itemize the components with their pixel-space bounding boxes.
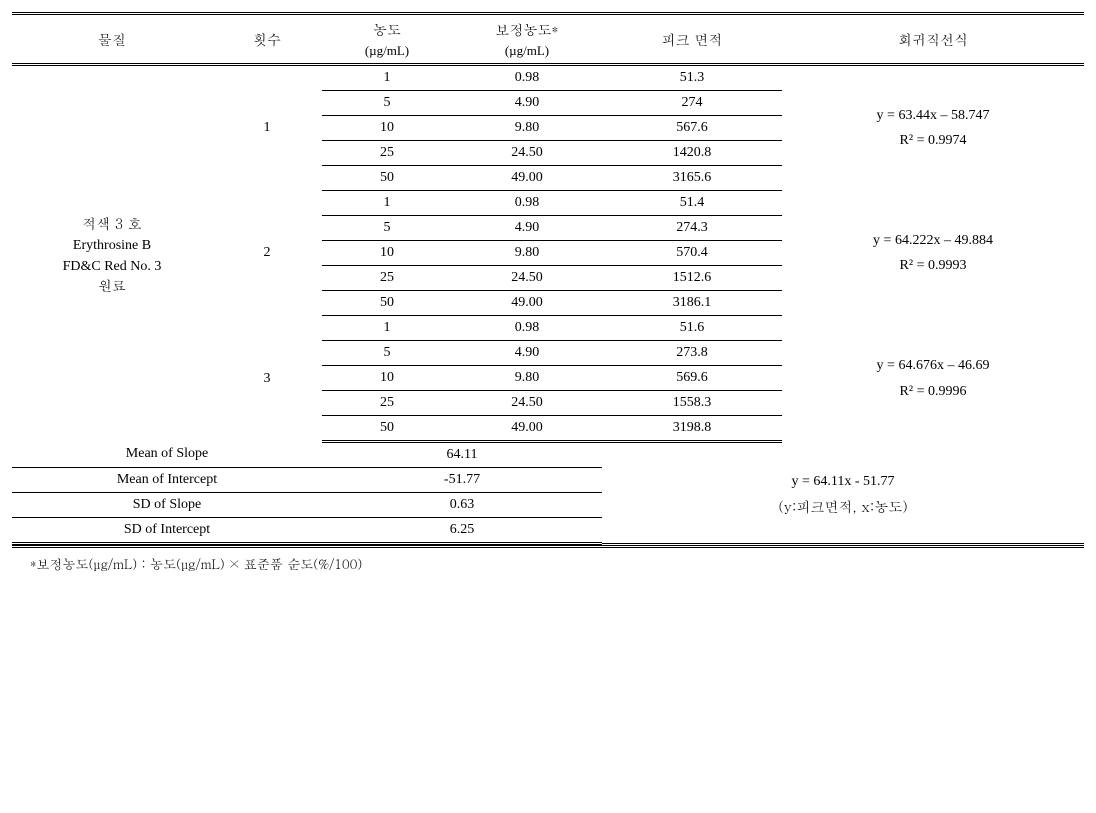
corr-cell: 24.50 <box>452 391 602 416</box>
corr-cell: 4.90 <box>452 341 602 366</box>
border-cell <box>602 544 1084 547</box>
corr-cell: 49.00 <box>452 166 602 191</box>
summary-value: 0.63 <box>322 493 602 518</box>
peak-cell: 570.4 <box>602 241 782 266</box>
conc-cell: 1 <box>322 191 452 216</box>
corr-cell: 0.98 <box>452 191 602 216</box>
corr-cell: 0.98 <box>452 316 602 341</box>
conc-cell: 10 <box>322 241 452 266</box>
conc-cell: 10 <box>322 366 452 391</box>
summary-eqn-line2: (y:피크면적, x:농도) <box>778 496 907 516</box>
conc-cell: 50 <box>322 166 452 191</box>
corr-cell: 9.80 <box>452 366 602 391</box>
summary-value: 64.11 <box>322 442 602 468</box>
summary-eqn-line1: y = 64.11x - 51.77 <box>791 474 894 489</box>
summary-value: 6.25 <box>322 518 602 544</box>
peak-cell: 3165.6 <box>602 166 782 191</box>
peak-cell: 273.8 <box>602 341 782 366</box>
peak-cell: 1512.6 <box>602 266 782 291</box>
conc-cell: 5 <box>322 216 452 241</box>
table-row: 적색 3 호 Erythrosine B FD&C Red No. 3 원료 1… <box>12 65 1084 91</box>
trial-cell: 2 <box>212 191 322 316</box>
table-container: 물질 횟수 농도 (µg/mL) 보정농도* (µg/mL) 피크 면적 회귀직… <box>12 12 1084 573</box>
conc-cell: 10 <box>322 116 452 141</box>
peak-cell: 567.6 <box>602 116 782 141</box>
peak-cell: 1558.3 <box>602 391 782 416</box>
corr-cell: 9.80 <box>452 116 602 141</box>
hdr-conc-unit: (µg/mL) <box>365 43 409 58</box>
hdr-material: 물질 <box>12 14 212 65</box>
hdr-conc: 농도 (µg/mL) <box>322 14 452 65</box>
hdr-corr-unit: (µg/mL) <box>505 43 549 58</box>
corr-cell: 9.80 <box>452 241 602 266</box>
summary-label: SD of Intercept <box>12 518 322 544</box>
material-line4: 원료 <box>98 275 126 295</box>
regression-cell: y = 64.676x – 46.69 R² = 0.9996 <box>782 316 1084 442</box>
border-cell <box>12 544 602 547</box>
hdr-corr-label: 보정농도* <box>496 19 559 39</box>
peak-cell: 274 <box>602 91 782 116</box>
summary-equation: y = 64.11x - 51.77 (y:피크면적, x:농도) <box>602 442 1084 544</box>
peak-cell: 51.6 <box>602 316 782 341</box>
corr-cell: 0.98 <box>452 65 602 91</box>
summary-row: Mean of Slope 64.11 y = 64.11x - 51.77 (… <box>12 442 1084 468</box>
conc-cell: 25 <box>322 391 452 416</box>
regression-cell: y = 63.44x – 58.747 R² = 0.9974 <box>782 65 1084 191</box>
trial-cell: 3 <box>212 316 322 442</box>
trial-cell: 1 <box>212 65 322 191</box>
conc-cell: 25 <box>322 141 452 166</box>
regr-r2: R² = 0.9996 <box>900 384 967 399</box>
summary-bottom-border <box>12 544 1084 547</box>
corr-cell: 4.90 <box>452 216 602 241</box>
corr-cell: 24.50 <box>452 141 602 166</box>
conc-cell: 25 <box>322 266 452 291</box>
material-line2: Erythrosine B <box>73 238 151 253</box>
hdr-regr: 회귀직선식 <box>782 14 1084 65</box>
conc-cell: 50 <box>322 291 452 316</box>
regression-cell: y = 64.222x – 49.884 R² = 0.9993 <box>782 191 1084 316</box>
material-line3: FD&C Red No. 3 <box>63 259 162 274</box>
peak-cell: 3186.1 <box>602 291 782 316</box>
regr-eqn: y = 64.676x – 46.69 <box>877 358 990 373</box>
peak-cell: 274.3 <box>602 216 782 241</box>
peak-cell: 3198.8 <box>602 416 782 442</box>
regr-r2: R² = 0.9993 <box>900 258 967 273</box>
summary-label: Mean of Slope <box>12 442 322 468</box>
corr-cell: 4.90 <box>452 91 602 116</box>
summary-label: SD of Slope <box>12 493 322 518</box>
summary-label: Mean of Intercept <box>12 468 322 493</box>
peak-cell: 51.3 <box>602 65 782 91</box>
conc-cell: 5 <box>322 91 452 116</box>
regr-eqn: y = 64.222x – 49.884 <box>873 233 993 248</box>
hdr-trial: 횟수 <box>212 14 322 65</box>
corr-cell: 24.50 <box>452 266 602 291</box>
table-header-row: 물질 횟수 농도 (µg/mL) 보정농도* (µg/mL) 피크 면적 회귀직… <box>12 14 1084 65</box>
footnote: *보정농도(µg/mL) : 농도(µg/mL) × 표준품 순도(%/100) <box>12 548 1084 573</box>
conc-cell: 5 <box>322 341 452 366</box>
corr-cell: 49.00 <box>452 291 602 316</box>
hdr-peak: 피크 면적 <box>602 14 782 65</box>
material-line1: 적색 3 호 <box>82 213 142 233</box>
hdr-conc-label: 농도 <box>373 19 401 39</box>
regr-r2: R² = 0.9974 <box>900 133 967 148</box>
regr-eqn: y = 63.44x – 58.747 <box>877 108 990 123</box>
peak-cell: 569.6 <box>602 366 782 391</box>
material-cell: 적색 3 호 Erythrosine B FD&C Red No. 3 원료 <box>12 65 212 442</box>
hdr-corr: 보정농도* (µg/mL) <box>452 14 602 65</box>
peak-cell: 1420.8 <box>602 141 782 166</box>
conc-cell: 50 <box>322 416 452 442</box>
corr-cell: 49.00 <box>452 416 602 442</box>
peak-cell: 51.4 <box>602 191 782 216</box>
summary-value: -51.77 <box>322 468 602 493</box>
calibration-table: 물질 횟수 농도 (µg/mL) 보정농도* (µg/mL) 피크 면적 회귀직… <box>12 12 1084 548</box>
conc-cell: 1 <box>322 316 452 341</box>
conc-cell: 1 <box>322 65 452 91</box>
